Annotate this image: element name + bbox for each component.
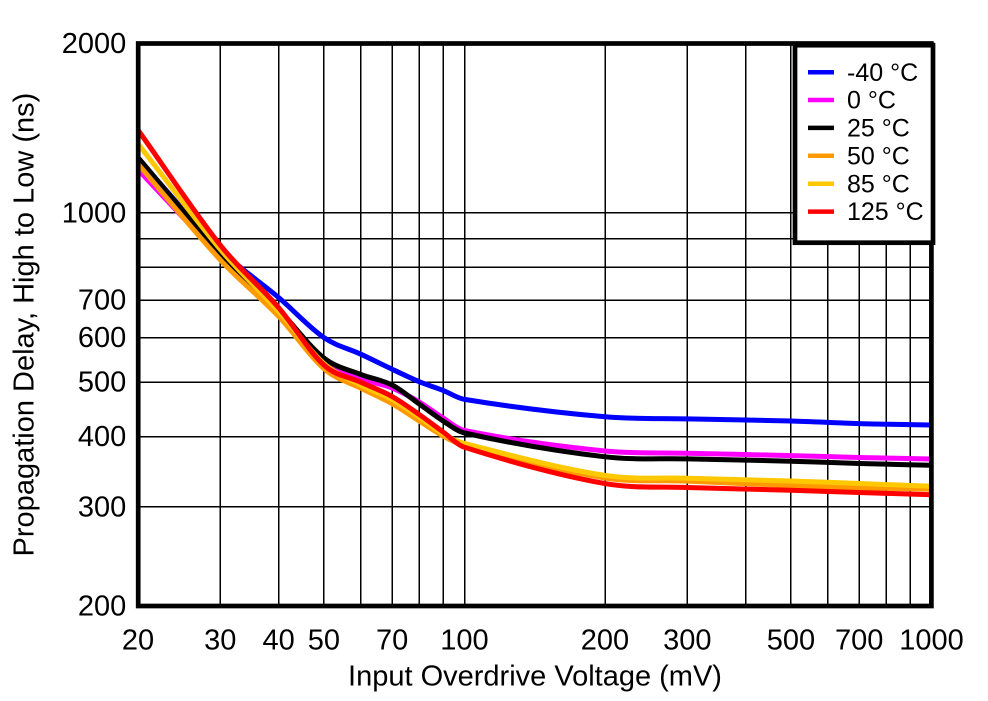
svg-text:700: 700 [835,625,883,657]
svg-text:1000: 1000 [62,197,127,229]
svg-text:400: 400 [78,421,126,453]
svg-text:200: 200 [78,591,126,623]
svg-text:40: 40 [262,625,294,657]
svg-text:300: 300 [78,491,126,523]
svg-text:50 °C: 50 °C [847,142,910,170]
svg-text:200: 200 [581,625,629,657]
svg-text:2000: 2000 [62,28,127,60]
svg-text:500: 500 [78,367,126,399]
svg-text:85 °C: 85 °C [847,170,910,198]
svg-text:500: 500 [767,625,815,657]
svg-text:-40 °C: -40 °C [847,59,918,87]
svg-text:100: 100 [440,625,488,657]
svg-text:50: 50 [308,625,340,657]
svg-text:125 °C: 125 °C [847,198,924,226]
svg-text:0 °C: 0 °C [847,87,896,115]
svg-text:25 °C: 25 °C [847,115,910,143]
svg-text:Input Overdrive Voltage (mV): Input Overdrive Voltage (mV) [348,661,722,693]
svg-text:700: 700 [78,285,126,317]
svg-text:70: 70 [376,625,408,657]
svg-text:300: 300 [663,625,711,657]
svg-text:30: 30 [204,625,236,657]
svg-text:1000: 1000 [899,625,964,657]
svg-text:20: 20 [122,625,154,657]
svg-text:600: 600 [78,322,126,354]
svg-text:Propagation Delay, High to Low: Propagation Delay, High to Low (ns) [9,93,41,557]
